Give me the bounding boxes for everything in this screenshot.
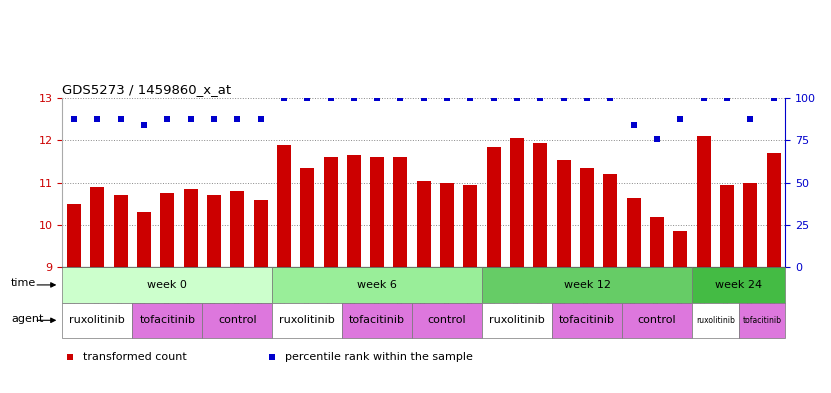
Bar [300, 168, 314, 267]
Bar [67, 204, 81, 267]
Text: GDS5273 / 1459860_x_at: GDS5273 / 1459860_x_at [62, 83, 232, 95]
Bar [603, 174, 617, 267]
Point [580, 95, 593, 101]
Bar [253, 200, 268, 267]
Bar [510, 138, 524, 267]
Point [534, 95, 547, 101]
Text: transformed count: transformed count [82, 352, 186, 362]
Text: week 0: week 0 [147, 280, 187, 290]
Text: ruxolitinib: ruxolitinib [279, 315, 335, 325]
Point [510, 95, 524, 101]
Bar [370, 157, 384, 267]
Point [207, 116, 220, 122]
Bar [767, 153, 780, 267]
Bar [743, 183, 757, 267]
Text: week 12: week 12 [563, 280, 611, 290]
Bar [739, 303, 785, 338]
Point [254, 116, 268, 122]
Bar [347, 155, 361, 267]
Point [137, 122, 150, 129]
Point [674, 116, 687, 122]
Bar [417, 181, 430, 267]
Bar [230, 191, 244, 267]
Bar [207, 195, 221, 267]
Bar [323, 157, 337, 267]
Text: control: control [218, 315, 257, 325]
Bar [673, 231, 687, 267]
Bar [482, 303, 552, 338]
Bar [273, 303, 342, 338]
Text: percentile rank within the sample: percentile rank within the sample [285, 352, 473, 362]
Point [417, 95, 430, 101]
Text: ruxolitinib: ruxolitinib [489, 315, 545, 325]
Point [324, 95, 337, 101]
Point [301, 95, 314, 101]
Bar [277, 145, 291, 267]
Text: tofacitinib: tofacitinib [140, 315, 195, 325]
Text: ruxolitinib: ruxolitinib [70, 315, 125, 325]
Bar [273, 267, 482, 303]
Point [265, 354, 278, 360]
Bar [132, 303, 202, 338]
Text: control: control [637, 315, 676, 325]
Bar [552, 303, 622, 338]
Point [440, 95, 454, 101]
Bar [342, 303, 412, 338]
Text: tofacitinib: tofacitinib [349, 315, 406, 325]
Point [651, 136, 664, 142]
Bar [394, 157, 407, 267]
Bar [202, 303, 273, 338]
Bar [160, 193, 175, 267]
Bar [412, 303, 482, 338]
Point [67, 116, 81, 122]
Point [557, 95, 570, 101]
Point [347, 95, 361, 101]
Bar [696, 136, 711, 267]
Text: ruxolitinib: ruxolitinib [696, 316, 735, 325]
Bar [720, 185, 734, 267]
Bar [622, 303, 692, 338]
Text: control: control [428, 315, 466, 325]
Bar [534, 143, 548, 267]
Point [720, 95, 734, 101]
Bar [91, 187, 105, 267]
Bar [692, 303, 739, 338]
Point [487, 95, 500, 101]
Point [464, 95, 477, 101]
Bar [580, 168, 594, 267]
Text: week 6: week 6 [357, 280, 397, 290]
Bar [184, 189, 198, 267]
Bar [137, 212, 151, 267]
Point [63, 354, 76, 360]
Bar [557, 160, 571, 267]
Point [371, 95, 384, 101]
Text: week 24: week 24 [715, 280, 762, 290]
Point [230, 116, 243, 122]
Bar [692, 267, 785, 303]
Point [114, 116, 127, 122]
Bar [482, 267, 692, 303]
Bar [627, 198, 641, 267]
Point [184, 116, 197, 122]
Bar [114, 195, 128, 267]
Bar [62, 267, 273, 303]
Text: tofacitinib: tofacitinib [742, 316, 781, 325]
Bar [487, 147, 501, 267]
Point [604, 95, 617, 101]
Point [767, 95, 780, 101]
Bar [464, 185, 478, 267]
Point [744, 116, 757, 122]
Point [697, 95, 711, 101]
Text: agent: agent [12, 314, 43, 323]
Text: tofacitinib: tofacitinib [559, 315, 615, 325]
Point [627, 122, 641, 129]
Bar [440, 183, 454, 267]
Point [160, 116, 174, 122]
Point [278, 95, 291, 101]
Point [394, 95, 407, 101]
Text: time: time [12, 278, 37, 288]
Point [91, 116, 104, 122]
Bar [650, 217, 664, 267]
Bar [62, 303, 132, 338]
